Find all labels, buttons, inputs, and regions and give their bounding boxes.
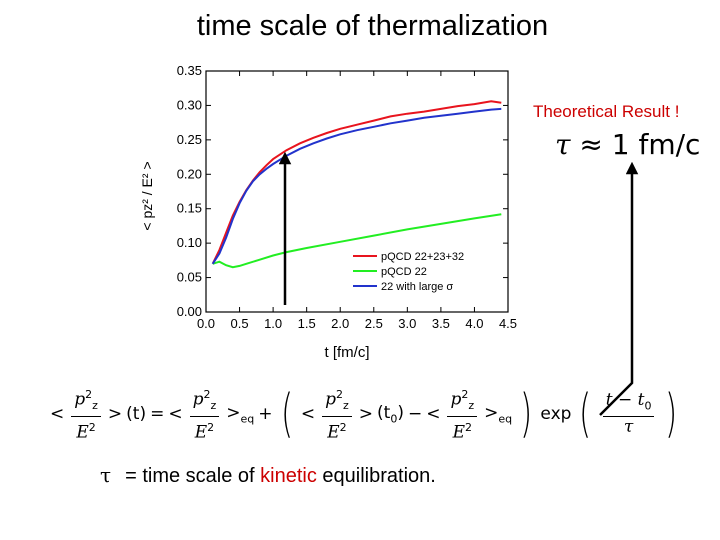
x-tick-label: 0.0 (197, 316, 215, 331)
legend-label-1: pQCD 22 (381, 266, 427, 278)
theory-pointer-arrow (599, 161, 639, 416)
y-tick-label: 0.25 (177, 132, 202, 147)
x-axis-label: t [fm/c] (325, 344, 370, 361)
eq-exp: exp (540, 403, 572, 424)
kinetic-word: kinetic (260, 465, 317, 487)
y-tick-label: 0.35 (177, 63, 202, 78)
x-tick-label: 1.5 (298, 316, 316, 331)
y-tick-label: 0.30 (177, 97, 202, 112)
legend-label-2: 22 with large σ (381, 281, 453, 293)
eq-equals: = (150, 403, 165, 424)
eq-lt: < (50, 403, 65, 424)
y-axis-label: < pz² / E² > (139, 161, 155, 230)
x-tick-label: 4.0 (465, 316, 483, 331)
theory-label: Theoretical Result ! (533, 102, 680, 121)
frac-num: p (74, 389, 86, 410)
ratio-fraction: p2z E2 (71, 384, 101, 444)
relaxation-equation: < p2z E2 > (t) = < p2z E2 >eq + ( < p2z … (50, 383, 678, 444)
frac-den: E (76, 422, 89, 443)
y-tick-label: 0.05 (177, 270, 202, 285)
tau-equation: τ ≈ 1 fm/c (555, 128, 700, 161)
y-tick-label: 0.20 (177, 166, 202, 181)
series-line-2 (211, 107, 502, 265)
tau-relation: ≈ 1 fm/c (579, 128, 701, 161)
x-tick-label: 2.0 (331, 316, 349, 331)
x-tick-label: 4.5 (499, 316, 517, 331)
plot-frame (205, 70, 509, 313)
y-tick-label: 0.10 (177, 235, 202, 250)
eq-arg-t: (t) (126, 403, 147, 424)
slide-title: time scale of thermalization (196, 10, 549, 42)
exp-fraction: t − t0 τ (602, 390, 655, 438)
tau-definition: τ = time scale of kinetic equilibration. (100, 463, 436, 487)
ratio-fraction-eq: p2z E2 (189, 384, 220, 444)
x-tick-label: 3.0 (398, 316, 416, 331)
eq-gt: > (107, 403, 123, 424)
definition-tau: τ (100, 463, 112, 487)
x-tick-label: 0.5 (231, 316, 249, 331)
x-tick-label: 2.5 (365, 316, 383, 331)
x-tick-label: 3.5 (432, 316, 450, 331)
series-line-1 (212, 213, 502, 269)
y-tick-label: 0.15 (177, 201, 202, 216)
legend-label-0: pQCD 22+23+32 (381, 251, 464, 263)
x-tick-label: 1.0 (264, 316, 282, 331)
tau-symbol: τ (555, 128, 571, 161)
y-tick-label: 0.00 (177, 304, 202, 319)
